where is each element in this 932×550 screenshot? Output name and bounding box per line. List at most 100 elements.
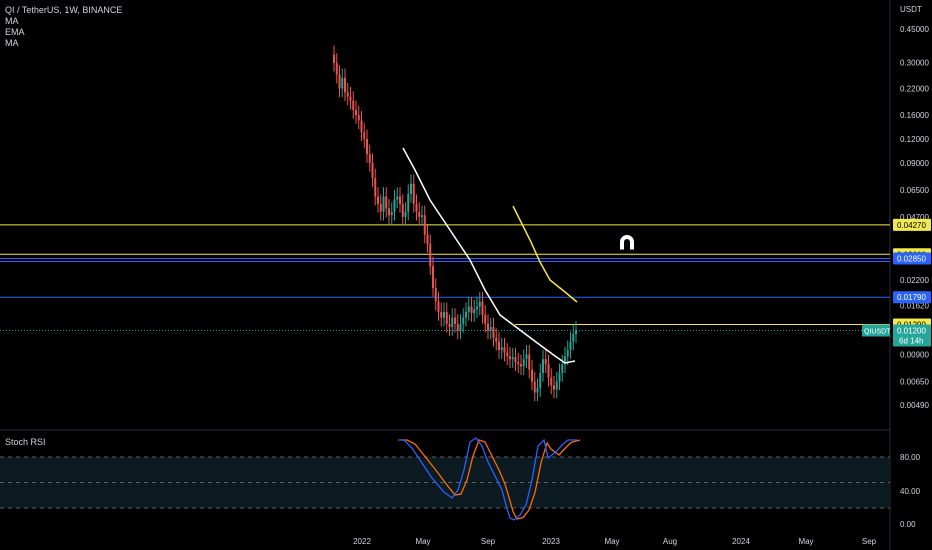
candle-body — [415, 203, 418, 212]
time-tick-label: Sep — [862, 537, 877, 546]
ma2-indicator-label[interactable]: MA — [5, 38, 19, 48]
candle-body — [561, 364, 564, 373]
magnet-icon[interactable] — [616, 233, 638, 253]
current-price-text: 0.01200 — [897, 326, 926, 335]
candle-body — [514, 357, 517, 363]
candle-body — [533, 381, 536, 393]
price-level-badge — [893, 291, 931, 304]
candle-body — [363, 132, 366, 139]
candle-body — [379, 203, 382, 212]
candle-body — [544, 359, 547, 365]
price-tick-label: 0.06500 — [900, 186, 929, 195]
candle-body — [404, 211, 407, 217]
candle-body — [410, 183, 412, 194]
candle-body — [459, 323, 462, 331]
candle-body — [399, 196, 401, 204]
candle-body — [465, 311, 467, 318]
candle-body — [421, 215, 423, 217]
candle-body — [503, 347, 506, 353]
candle-body — [470, 306, 473, 314]
candle-body — [407, 193, 410, 212]
price-tick-label: 0.22000 — [900, 85, 929, 94]
candle-body — [385, 196, 388, 209]
candle-body — [355, 109, 357, 116]
ema-line — [512, 205, 578, 303]
candle-body — [437, 301, 440, 312]
candle-body — [467, 306, 470, 312]
candle-body — [531, 369, 533, 382]
stoch-tick-label: 80.00 — [900, 453, 921, 462]
candle-body — [572, 334, 575, 342]
candle-body — [473, 309, 476, 314]
candle-body — [396, 196, 399, 200]
candle-body — [536, 388, 539, 393]
candle-body — [542, 359, 544, 373]
chart-legend: QI / TetherUS, 1W, BINANCE MA EMA MA — [5, 5, 122, 49]
candle-body — [349, 96, 352, 101]
candle-body — [528, 354, 531, 370]
candle-body — [382, 196, 385, 212]
price-tick-label: 0.01620 — [900, 302, 929, 311]
ema-indicator-label[interactable]: EMA — [5, 27, 25, 37]
candle-body — [522, 359, 525, 367]
candle-body — [423, 215, 426, 235]
candle-body — [368, 154, 371, 163]
price-level-text: 0.01790 — [897, 293, 926, 302]
price-tick-label: 0.12000 — [900, 135, 929, 144]
time-tick-label: 2022 — [353, 537, 371, 546]
stoch-tick-label: 40.00 — [900, 487, 921, 496]
candle-body — [434, 287, 437, 302]
candle-body — [412, 183, 415, 204]
price-tick-label: 0.04700 — [900, 213, 929, 222]
candle-body — [478, 301, 481, 307]
candle-body — [335, 62, 338, 75]
time-tick-label: 2024 — [732, 537, 750, 546]
stoch-k-line — [398, 437, 577, 521]
candle-body — [564, 356, 566, 365]
candle-body — [366, 138, 368, 155]
time-tick-label: 2023 — [542, 537, 560, 546]
current-price-badge — [893, 324, 931, 347]
price-tick-label: 0.30000 — [900, 59, 929, 68]
candle-body — [456, 323, 459, 331]
currency-label: USDT — [900, 5, 922, 14]
ma-indicator-label[interactable]: MA — [5, 16, 19, 26]
symbol-title[interactable]: QI / TetherUS, 1W, BINANCE — [5, 5, 123, 15]
candle-body — [333, 54, 335, 63]
time-tick-label: Sep — [481, 537, 496, 546]
time-tick-label: May — [798, 537, 813, 546]
candle-body — [555, 381, 558, 390]
candle-body — [371, 162, 374, 179]
candle-body — [476, 306, 478, 310]
candle-body — [484, 314, 487, 324]
candle-body — [489, 327, 492, 331]
time-tick-label: Aug — [663, 537, 677, 546]
price-level-text: 0.04270 — [897, 221, 926, 230]
candle-body — [553, 385, 555, 390]
candle-body — [393, 199, 396, 212]
candle-body — [448, 323, 451, 328]
candle-body — [539, 372, 542, 389]
candle-body — [377, 196, 379, 204]
symbol-badge — [862, 324, 890, 337]
candle-body — [462, 317, 465, 324]
price-tick-label: 0.09000 — [900, 159, 929, 168]
candle-body — [495, 337, 498, 342]
candle-body — [525, 354, 528, 360]
price-level-badge — [893, 252, 931, 265]
candle-body — [432, 266, 434, 288]
candle-body — [547, 364, 550, 378]
candle-body — [426, 234, 429, 244]
price-tick-label: 0.16000 — [900, 111, 929, 120]
stoch-rsi-title[interactable]: Stoch RSI — [5, 437, 46, 447]
candle-body — [558, 372, 561, 382]
candle-body — [418, 211, 421, 217]
price-tick-label: 0.00900 — [900, 350, 929, 359]
candle-body — [401, 203, 404, 217]
time-tick-label: May — [604, 537, 619, 546]
candle-body — [352, 100, 355, 110]
candle-body — [566, 349, 569, 357]
candle-body — [492, 327, 495, 338]
countdown-text: 6d 14h — [899, 336, 923, 345]
